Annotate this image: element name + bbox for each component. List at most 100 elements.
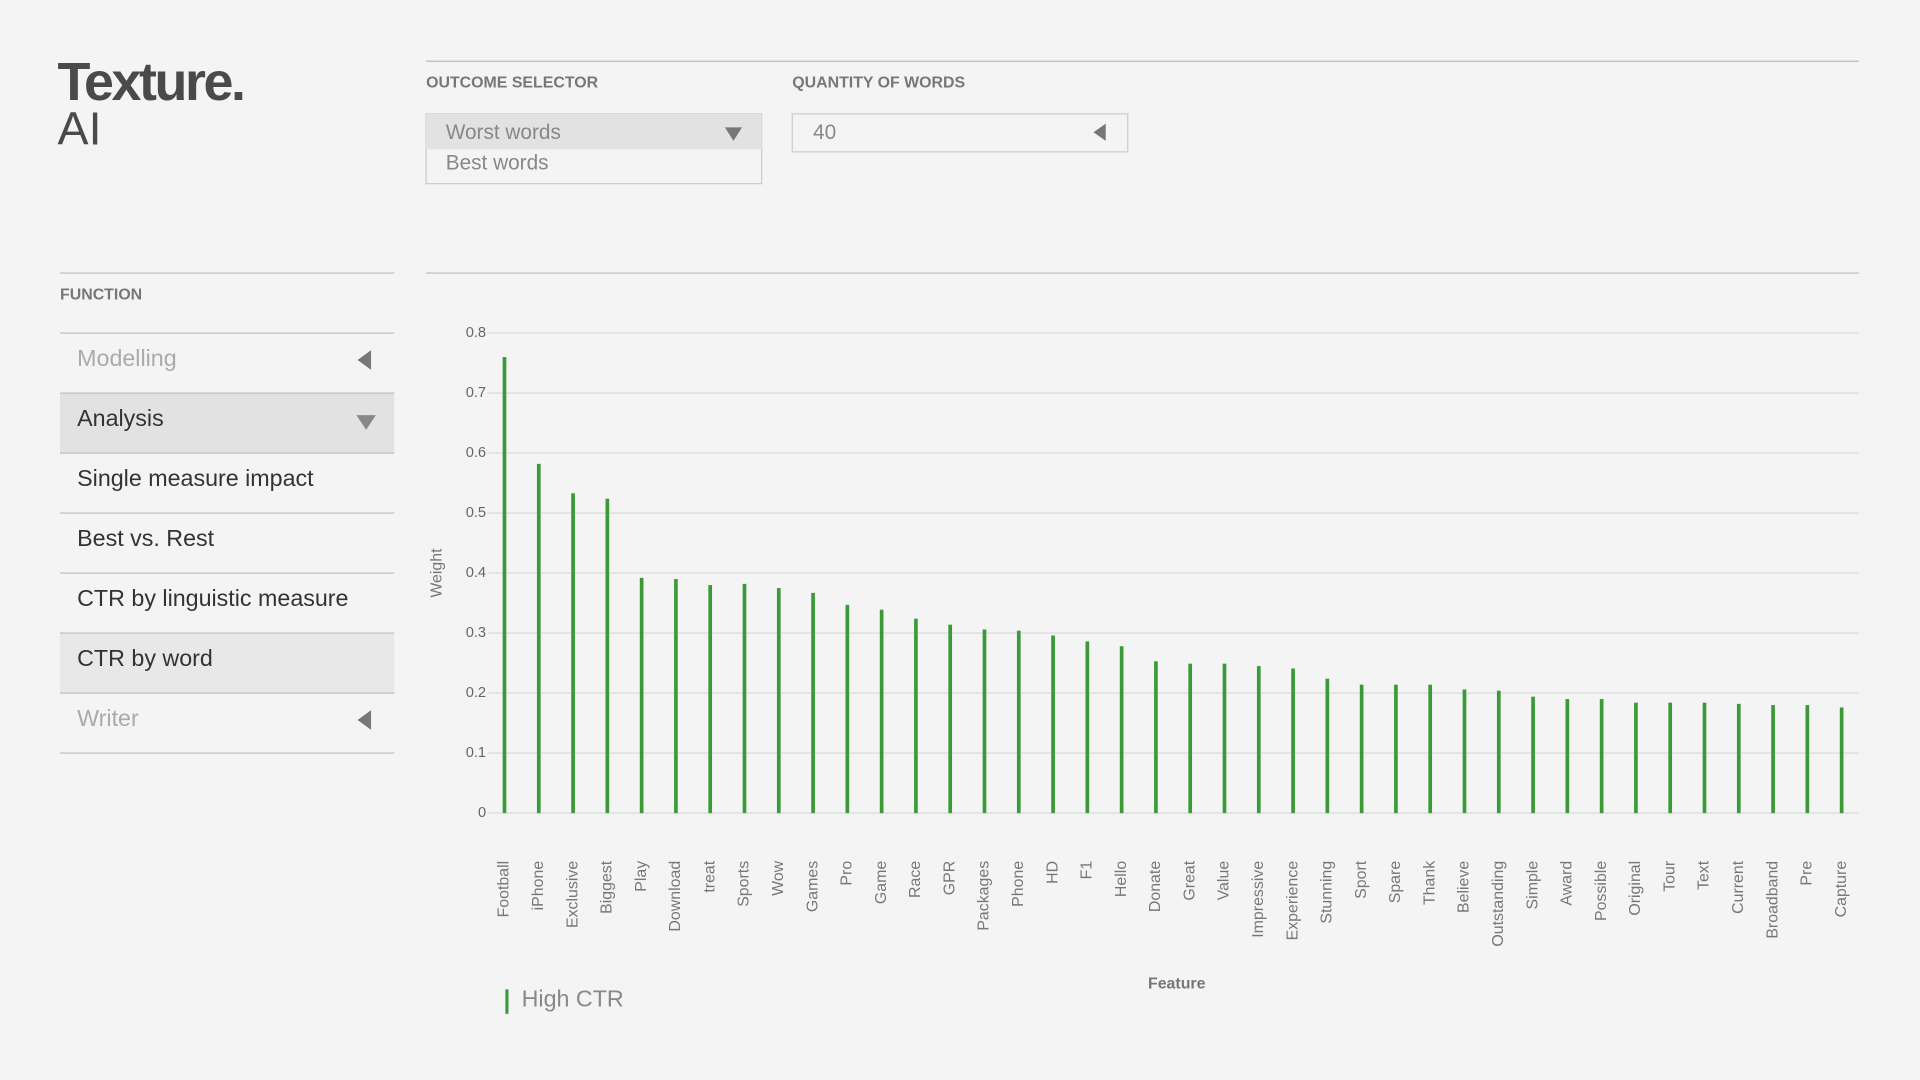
- menu-item[interactable]: Best vs. Rest: [60, 512, 395, 551]
- x-tick-label: Spare: [1387, 861, 1404, 904]
- bar: [845, 604, 850, 814]
- quantity-label: QUANTITY OF WORDS: [792, 74, 965, 91]
- y-tick-label: 0.3: [466, 625, 486, 641]
- menu-item[interactable]: CTR by word: [60, 632, 395, 694]
- bar: [1222, 663, 1227, 814]
- bar: [536, 463, 541, 814]
- bar: [1839, 707, 1844, 814]
- bar: [708, 585, 713, 814]
- bar: [1531, 696, 1535, 814]
- x-tick-label: Play: [633, 861, 650, 892]
- function-menu: Modelling Analysis Single measure impact Be…: [60, 332, 395, 754]
- function-label: FUNCTION: [60, 286, 142, 303]
- y-tick-label: 0.5: [466, 505, 486, 521]
- bar: [1805, 705, 1810, 814]
- x-tick-label: Download: [667, 861, 684, 932]
- bar: [948, 624, 953, 814]
- bar: [1462, 689, 1467, 814]
- x-tick-label: Pre: [1799, 861, 1816, 886]
- x-tick-label: Value: [1216, 861, 1233, 901]
- menu-arrow: [357, 710, 372, 730]
- x-tick-label: Wow: [770, 860, 787, 896]
- x-tick-label: Capture: [1833, 861, 1850, 918]
- menu-item-bg: [60, 633, 395, 694]
- y-tick-label: 0: [478, 805, 486, 821]
- dropdown-selected-bg: [426, 113, 762, 150]
- y-tick-label: 0.6: [466, 445, 486, 461]
- x-tick-label: Sport: [1353, 860, 1370, 899]
- bar: [1702, 702, 1707, 814]
- menu-item-label[interactable]: Writer: [77, 705, 139, 731]
- x-tick-label: Simple: [1524, 861, 1541, 910]
- menu-item-label[interactable]: Single measure impact: [77, 465, 314, 491]
- menu-item[interactable]: Analysis: [60, 392, 395, 454]
- bar: [571, 493, 575, 814]
- x-tick-label: Impressive: [1250, 861, 1267, 938]
- x-tick-label: Phone: [1010, 861, 1027, 907]
- bar: [914, 618, 918, 814]
- x-tick-label: GPR: [941, 861, 958, 895]
- bar: [1359, 684, 1364, 814]
- menu-item[interactable]: Single measure impact: [60, 452, 395, 491]
- menu-item[interactable]: Modelling: [60, 332, 395, 371]
- dropdown-option[interactable]: Best words: [446, 152, 549, 175]
- outcome-label: OUTCOME SELECTOR: [426, 74, 599, 91]
- y-tick-label: 0.4: [466, 565, 486, 581]
- bar: [1634, 702, 1638, 814]
- bar: [1085, 641, 1090, 814]
- bar: [1291, 668, 1295, 814]
- x-tick-label: Possible: [1593, 861, 1610, 921]
- bar: [1256, 666, 1261, 814]
- y-tick-label: 0.7: [466, 385, 486, 401]
- menu-item[interactable]: Writer: [60, 692, 395, 754]
- x-tick-label: Award: [1559, 861, 1576, 906]
- x-tick-label: HD: [1044, 861, 1061, 884]
- brand-name: Texture.: [58, 52, 244, 112]
- menu-item-label[interactable]: Modelling: [77, 345, 177, 371]
- x-tick-label: Thank: [1421, 861, 1438, 905]
- x-tick-label: F1: [1079, 861, 1096, 880]
- x-tick-label: Biggest: [599, 860, 616, 914]
- legend-label: High CTR: [522, 986, 624, 1012]
- x-tick-label: Football: [496, 861, 513, 918]
- menu-item-label[interactable]: Analysis: [77, 405, 164, 431]
- x-tick-label: Broadband: [1764, 861, 1781, 939]
- y-tick-label: 0.2: [466, 685, 486, 701]
- bar: [1565, 699, 1570, 814]
- menu-item-label[interactable]: CTR by word: [77, 645, 213, 671]
- bar: [1016, 630, 1021, 814]
- bar: [1051, 635, 1055, 814]
- bar: [1496, 690, 1501, 814]
- bar: [879, 609, 884, 814]
- bar: [982, 629, 987, 814]
- bar: [776, 588, 781, 814]
- bar: [605, 498, 610, 814]
- menu-item-bg: [60, 393, 395, 454]
- x-tick-label: Experience: [1284, 861, 1301, 941]
- x-tick-label: Pro: [839, 861, 856, 886]
- x-tick-label: Game: [873, 861, 890, 904]
- quantity-dropdown[interactable]: 40: [791, 113, 1129, 153]
- x-tick-label: Hello: [1113, 861, 1130, 897]
- x-tick-label: Current: [1730, 860, 1747, 914]
- chart: 0 0.1 0.2 0.3 0.4 0.5 0.6 0.7 0.8 Weight Feature Fo…: [428, 325, 1859, 1014]
- x-tick-label: Great: [1181, 860, 1198, 900]
- x-tick-label: Believe: [1456, 861, 1473, 913]
- legend-item[interactable]: High CTR: [505, 986, 624, 1014]
- menu-item[interactable]: CTR by linguistic measure: [60, 572, 395, 611]
- bar: [1325, 678, 1330, 814]
- quantity-value[interactable]: 40: [813, 121, 836, 144]
- bar: [674, 579, 678, 814]
- dropdown-selected[interactable]: Worst words: [446, 121, 561, 144]
- x-axis-title: Feature: [1148, 976, 1206, 993]
- menu-item-label[interactable]: Best vs. Rest: [77, 525, 214, 551]
- bar: [742, 583, 747, 814]
- menu-item-label[interactable]: CTR by linguistic measure: [77, 585, 348, 611]
- bar: [502, 357, 507, 814]
- menu-arrow: [356, 415, 376, 430]
- x-tick-label: Donate: [1147, 861, 1164, 912]
- x-tick-label: Original: [1627, 861, 1644, 916]
- x-tick-label: Race: [907, 861, 924, 898]
- outcome-dropdown[interactable]: Worst words Best words: [425, 113, 763, 185]
- x-tick-label: Packages: [976, 861, 993, 931]
